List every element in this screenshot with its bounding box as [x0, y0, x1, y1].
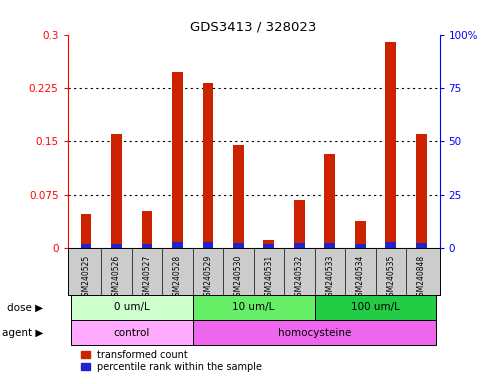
Bar [264, 245, 274, 248]
Text: GSM240530: GSM240530 [234, 255, 243, 301]
Bar [325, 243, 335, 248]
Text: GSM240535: GSM240535 [386, 255, 395, 301]
Bar [71, 295, 193, 320]
Bar [233, 243, 243, 248]
Legend: transformed count, percentile rank within the sample: transformed count, percentile rank withi… [80, 349, 263, 373]
Text: GSM240527: GSM240527 [142, 255, 151, 301]
Text: agent ▶: agent ▶ [2, 328, 43, 338]
Bar [142, 244, 152, 248]
Bar [416, 243, 426, 248]
Text: GSM240532: GSM240532 [295, 255, 304, 301]
Text: GSM240534: GSM240534 [356, 255, 365, 301]
Text: GSM240525: GSM240525 [82, 255, 90, 301]
Text: 0 um/L: 0 um/L [114, 303, 150, 313]
Bar [355, 244, 366, 248]
Text: 100 um/L: 100 um/L [351, 303, 400, 313]
Bar [264, 240, 274, 248]
Bar [355, 221, 366, 248]
Bar [385, 242, 396, 248]
Text: control: control [114, 328, 150, 338]
Text: homocysteine: homocysteine [278, 328, 351, 338]
Bar [202, 242, 213, 248]
Bar [111, 134, 122, 248]
Bar [385, 42, 396, 248]
Bar [294, 200, 305, 248]
Bar [233, 145, 243, 248]
Bar [314, 295, 437, 320]
Text: dose ▶: dose ▶ [7, 303, 43, 313]
Bar [416, 134, 426, 248]
Text: GSM240848: GSM240848 [417, 255, 426, 301]
Text: GSM240531: GSM240531 [264, 255, 273, 301]
Text: GSM240529: GSM240529 [203, 255, 213, 301]
Bar [81, 244, 91, 248]
Bar [81, 214, 91, 248]
Bar [111, 245, 122, 248]
Bar [193, 295, 314, 320]
Title: GDS3413 / 328023: GDS3413 / 328023 [190, 20, 317, 33]
Bar [172, 71, 183, 248]
Text: GSM240528: GSM240528 [173, 255, 182, 301]
Bar [172, 242, 183, 248]
Bar [202, 83, 213, 248]
Text: GSM240533: GSM240533 [325, 255, 334, 301]
Bar [71, 320, 193, 346]
Bar [325, 154, 335, 248]
Text: GSM240526: GSM240526 [112, 255, 121, 301]
Bar [193, 320, 437, 346]
Bar [294, 243, 305, 248]
Bar [142, 211, 152, 248]
Text: 10 um/L: 10 um/L [232, 303, 275, 313]
